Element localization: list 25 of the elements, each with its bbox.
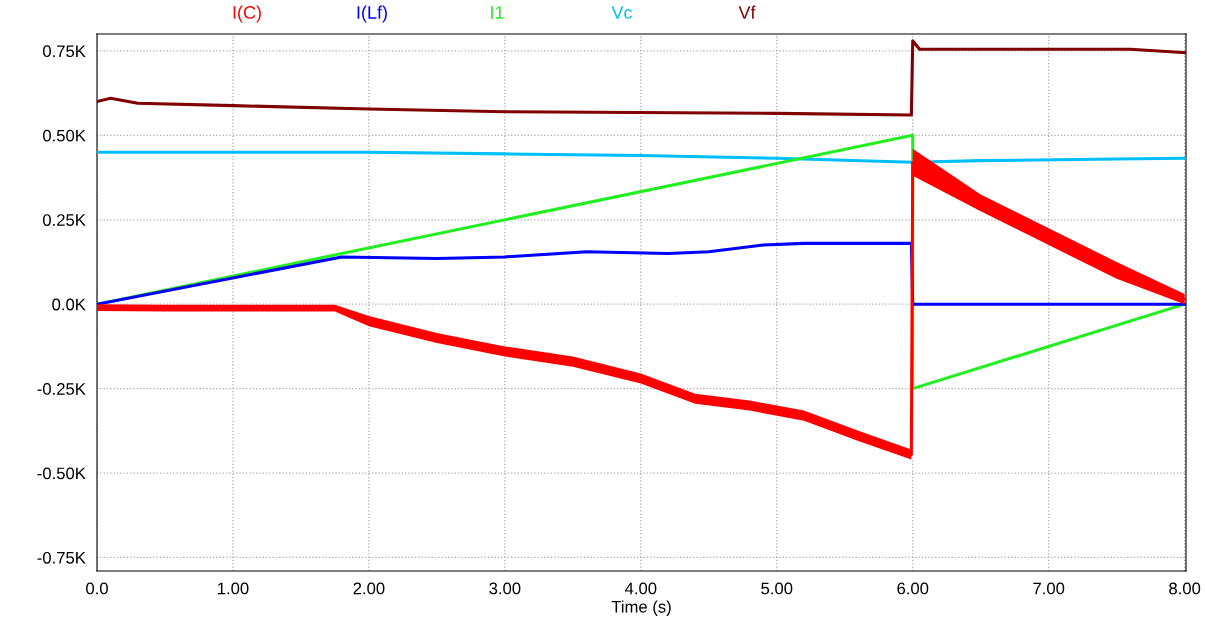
x-tick-label: 0.0 <box>86 582 108 595</box>
x-axis-title: Time (s) <box>611 600 671 616</box>
x-tick-label: 2.00 <box>353 582 385 595</box>
x-tick-label: 1.00 <box>218 582 249 595</box>
y-tick-label: 0.0K <box>52 298 86 311</box>
text: I(C) <box>233 5 261 23</box>
line-series <box>97 241 1186 306</box>
y-tick-label: -0.25K <box>37 383 86 395</box>
y-tick-label: 0.25K <box>42 214 86 226</box>
x-tick-label: 3.00 <box>489 582 521 595</box>
y-tick-label: 0.75K <box>42 45 86 58</box>
text: I1 <box>491 6 504 19</box>
text: Vf <box>738 5 756 19</box>
x-tick-label: 6.00 <box>897 582 929 595</box>
x-tick-label: 8.00 <box>1169 582 1201 595</box>
line-series <box>97 150 1186 164</box>
y-tick-label: 0.50K <box>42 129 86 142</box>
x-tick-label: 7.00 <box>1033 582 1065 595</box>
x-tick-label: 5.00 <box>761 582 793 595</box>
line-series <box>97 39 1186 117</box>
y-tick-label: -0.50K <box>37 467 86 480</box>
text: Vc <box>611 6 633 19</box>
text: I(Lf) <box>357 5 387 23</box>
x-tick-label: 4.00 <box>624 582 657 595</box>
y-tick-label: -0.75K <box>37 551 86 564</box>
